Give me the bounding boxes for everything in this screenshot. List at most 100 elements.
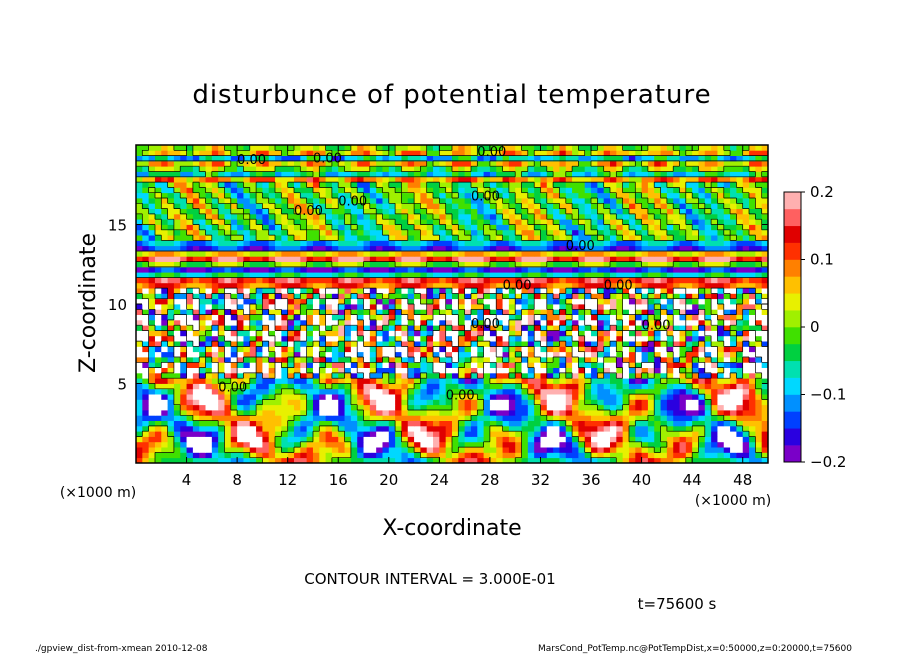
field-cell (635, 277, 642, 284)
field-cell (420, 229, 428, 236)
field-cell (742, 251, 750, 257)
field-cell (616, 357, 624, 363)
field-cell (319, 288, 326, 294)
field-cell (761, 341, 768, 347)
field-cell (578, 341, 586, 347)
field-cell (647, 372, 655, 379)
field-cell (641, 245, 649, 252)
field-cell (382, 383, 390, 390)
field-cell (534, 452, 541, 459)
field-cell (603, 362, 611, 368)
field-cell (205, 288, 213, 294)
field-cell (717, 404, 725, 411)
field-cell (199, 341, 206, 347)
field-cell (205, 341, 213, 347)
field-cell (749, 314, 756, 321)
field-cell (723, 362, 731, 368)
field-cell (319, 425, 326, 432)
field-cell (527, 357, 535, 363)
field-cell (546, 213, 554, 220)
field-cell (692, 357, 699, 363)
field-cell (464, 362, 472, 368)
field-cell (584, 399, 592, 406)
field-cell (628, 266, 636, 273)
field-cell (666, 335, 674, 342)
field-cell (395, 378, 402, 384)
field-cell (344, 394, 352, 400)
field-cell (508, 272, 516, 278)
field-cell (388, 282, 396, 289)
field-cell (483, 378, 491, 384)
field-cell (369, 288, 377, 294)
field-cell (565, 298, 573, 305)
field-cell (483, 441, 491, 448)
field-cell (369, 351, 377, 358)
field-cell (363, 266, 371, 273)
field-cell (256, 261, 263, 268)
field-cell (420, 452, 428, 459)
field-cell (755, 266, 763, 273)
field-cell (736, 367, 744, 374)
field-cell (704, 208, 712, 215)
field-cell (692, 251, 699, 257)
field-cell (559, 441, 567, 448)
field-cell (692, 288, 699, 294)
field-cell (363, 388, 371, 395)
field-cell (464, 208, 472, 215)
field-cell (489, 330, 497, 337)
field-cell (363, 240, 371, 247)
field-cell (534, 415, 541, 421)
field-cell (161, 266, 168, 273)
field-cell (584, 367, 592, 374)
field-cell (679, 293, 687, 300)
field-cell (407, 378, 415, 384)
field-cell (559, 330, 567, 337)
field-cell (376, 415, 383, 421)
field-cell (534, 362, 541, 368)
field-cell (679, 357, 687, 363)
field-cell (275, 441, 282, 448)
field-cell (477, 219, 484, 225)
field-cell (414, 367, 421, 374)
field-cell (136, 441, 143, 448)
field-cell (357, 452, 364, 459)
field-cell (363, 213, 371, 220)
field-cell (243, 251, 251, 257)
field-cell (414, 388, 421, 395)
field-cell (591, 240, 598, 247)
field-cell (388, 235, 396, 241)
field-cell (489, 367, 497, 374)
field-cell (761, 335, 768, 342)
field-cell (249, 420, 257, 427)
field-cell (300, 277, 308, 284)
field-cell (199, 208, 206, 215)
field-cell (641, 304, 649, 310)
field-cell (654, 277, 661, 284)
field-cell (237, 362, 244, 368)
field-cell (698, 293, 706, 300)
field-cell (262, 415, 270, 421)
field-cell (401, 198, 409, 204)
field-cell (407, 325, 415, 331)
field-cell (559, 325, 567, 331)
field-cell (401, 304, 409, 310)
field-cell (243, 282, 251, 289)
field-cell (679, 208, 687, 215)
field-cell (319, 357, 326, 363)
field-cell (723, 452, 731, 459)
field-cell (357, 436, 364, 443)
field-cell (199, 272, 206, 278)
field-cell (376, 330, 383, 337)
field-cell (597, 425, 605, 432)
field-cell (692, 378, 699, 384)
field-cell (382, 319, 390, 326)
field-cell (382, 309, 390, 315)
field-cell (363, 335, 371, 342)
field-cell (565, 282, 573, 289)
field-cell (641, 378, 649, 384)
field-cell (230, 235, 238, 241)
field-cell (755, 208, 763, 215)
field-cell (173, 293, 181, 300)
field-cell (224, 420, 232, 427)
field-cell (496, 351, 503, 358)
